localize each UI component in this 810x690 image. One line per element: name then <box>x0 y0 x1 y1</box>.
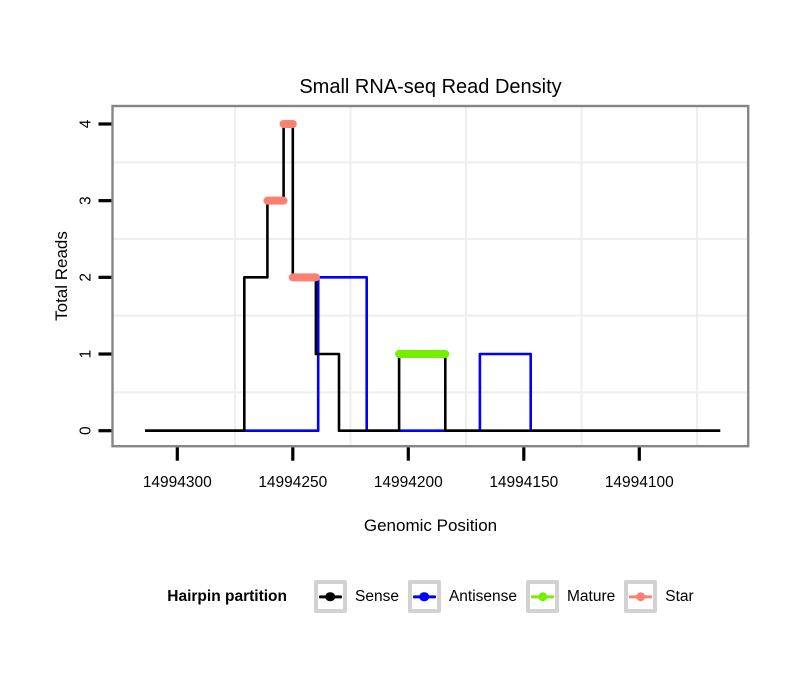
x-tick-label: 14994100 <box>605 474 674 491</box>
legend-title: Hairpin partition <box>167 587 287 605</box>
y-tick-label: 0 <box>78 426 95 435</box>
legend-item-sense: Sense <box>313 580 399 613</box>
legend-item-star: Star <box>624 580 694 613</box>
x-tick-label: 14994200 <box>374 474 443 491</box>
legend-key-star <box>624 580 658 613</box>
x-tick-label: 14994300 <box>143 474 212 491</box>
legend-item-antisense: Antisense <box>407 580 518 613</box>
x-tick-label: 14994150 <box>489 474 558 491</box>
legend-label-mature: Mature <box>567 587 616 605</box>
plot-panel <box>112 106 749 447</box>
x-axis-title: Genomic Position <box>363 516 498 535</box>
y-tick-label: 4 <box>78 119 95 128</box>
x-tick-label: 14994250 <box>258 474 327 491</box>
y-axis-title-text: Total Reads <box>52 231 71 321</box>
y-tick-label: 2 <box>78 273 95 282</box>
legend-key-mature <box>526 580 560 613</box>
legend-item-mature: Mature <box>526 580 615 613</box>
y-tick-label: 1 <box>78 350 95 359</box>
panel-border <box>111 104 750 448</box>
legend-label-sense: Sense <box>354 587 399 605</box>
legend: Hairpin partition Sense Antisense <box>51 579 810 614</box>
chart-title: Small RNA-seq Read Density <box>299 76 562 98</box>
legend-key-antisense <box>407 580 441 613</box>
y-tick-label: 3 <box>78 196 95 205</box>
legend-key-sense <box>313 580 347 613</box>
legend-label-antisense: Antisense <box>448 587 518 605</box>
legend-label-star: Star <box>665 587 694 605</box>
